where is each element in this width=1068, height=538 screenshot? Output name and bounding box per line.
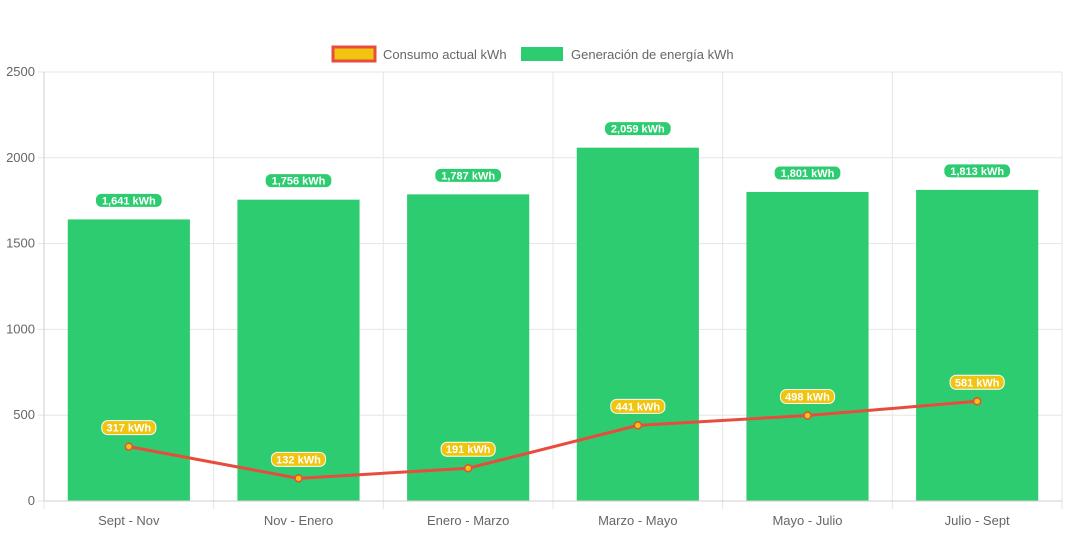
point-data-label-bg [440, 441, 496, 457]
x-tick-label: Enero - Marzo [427, 513, 509, 528]
y-tick-label: 1000 [6, 321, 35, 336]
y-tick-label: 2000 [6, 150, 35, 165]
legend-swatch-consumo [331, 45, 377, 63]
bar-data-label: 1,813 kWh [950, 166, 1004, 178]
y-tick-label: 0 [28, 493, 35, 508]
bar-generacion[interactable] [576, 147, 699, 501]
grid [38, 71, 1063, 509]
point-data-label: 441 kWh [616, 401, 661, 413]
bar-data-label: 1,801 kWh [781, 168, 835, 180]
legend-swatch-generacion [521, 47, 563, 61]
bar-data-label-bg [434, 167, 503, 183]
point-consumo[interactable] [124, 442, 134, 451]
bar-data-label: 1,756 kWh [272, 176, 326, 188]
point-data-label: 581 kWh [955, 377, 1000, 389]
x-tick-label: Mayo - Julio [772, 513, 842, 528]
bar-data-label-bg [773, 165, 842, 181]
point-consumo[interactable] [294, 474, 303, 483]
point-data-label: 498 kWh [785, 392, 830, 404]
point-data-label-bg [949, 374, 1005, 390]
bar-data-label-bg [94, 192, 163, 208]
point-data-label: 191 kWh [446, 444, 491, 456]
point-consumo[interactable] [633, 421, 643, 430]
y-tick-label: 2500 [6, 64, 35, 79]
point-data-label: 317 kWh [107, 423, 152, 435]
y-tick-label: 500 [13, 407, 35, 422]
bar-data-label: 2,059 kWh [611, 124, 665, 136]
bar-generacion[interactable] [237, 199, 360, 501]
point-consumo[interactable] [463, 463, 473, 473]
bar-data-label-bg [264, 173, 333, 189]
bar-data-label-bg [603, 121, 672, 137]
legend-label-generacion: Generación de energía kWh [571, 47, 734, 62]
legend-item-generacion[interactable]: Generación de energía kWh [521, 47, 734, 62]
bar-generacion[interactable] [746, 191, 869, 501]
point-data-label-bg [610, 398, 666, 414]
point-data-label: 132 kWh [276, 454, 321, 466]
point-data-label-bg [101, 420, 157, 436]
x-tick-label: Marzo - Mayo [598, 513, 677, 528]
bar-data-label: 1,787 kWh [441, 170, 495, 182]
point-consumo[interactable] [972, 397, 982, 406]
y-tick-label: 1500 [6, 236, 35, 251]
bar-data-label: 1,641 kWh [102, 195, 156, 207]
legend-item-consumo[interactable]: Consumo actual kWh [331, 45, 507, 63]
bar-generacion[interactable] [67, 219, 190, 501]
data-labels: 1,641 kWh 1,756 kWh 1,787 kWh 2,059 kWh 1,80… [94, 121, 1012, 467]
bar-data-label-bg [943, 163, 1012, 179]
legend-label-consumo: Consumo actual kWh [383, 47, 507, 62]
line-series [124, 397, 982, 483]
axes: 0 500 1000 1500 2000 2500 Sept - Nov Nov - Ener… [6, 64, 1062, 528]
x-tick-label: Nov - Enero [264, 513, 333, 528]
line-consumo [128, 399, 978, 480]
point-data-label-bg [779, 389, 836, 405]
x-tick-label: Julio - Sept [945, 513, 1010, 528]
legend: Consumo actual kWh Generación de energía… [331, 45, 734, 63]
point-data-label-bg [270, 451, 327, 467]
x-tick-label: Sept - Nov [98, 513, 160, 528]
bar-generacion[interactable] [916, 189, 1039, 501]
point-consumo[interactable] [803, 411, 812, 420]
